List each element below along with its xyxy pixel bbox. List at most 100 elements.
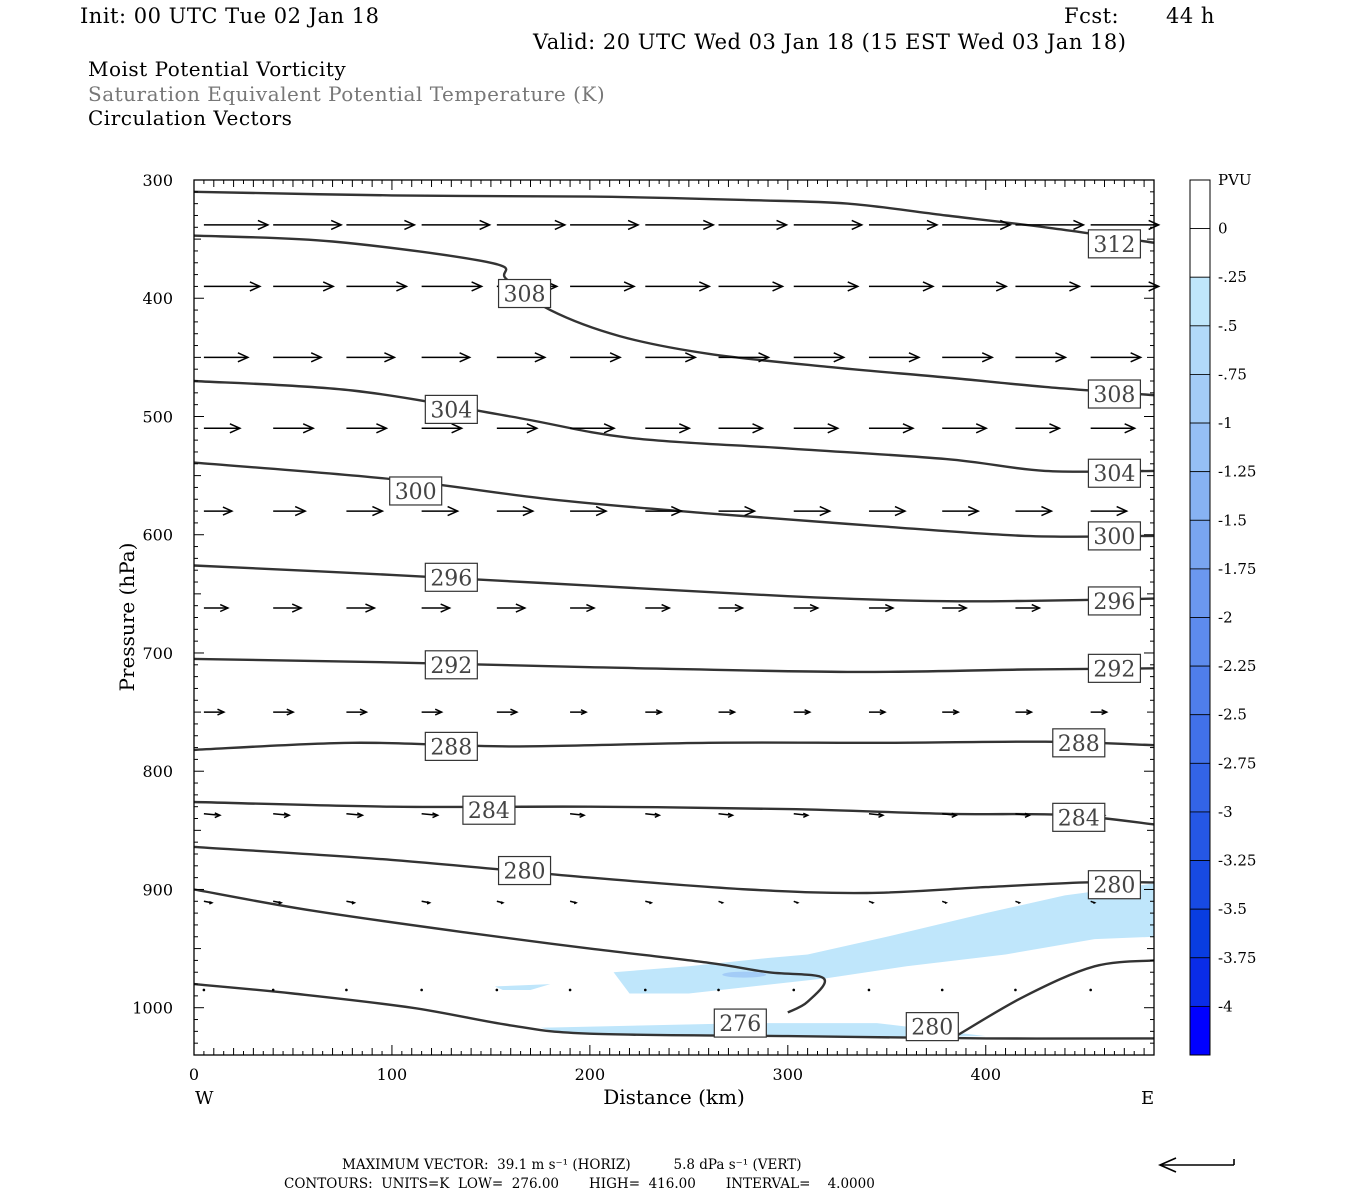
contour-label-box bbox=[1052, 728, 1106, 758]
contour-label-box bbox=[1087, 586, 1142, 616]
vector-head bbox=[447, 505, 460, 517]
vector-head bbox=[809, 603, 820, 613]
circulation-vector bbox=[570, 219, 640, 231]
circulation-vector bbox=[346, 708, 369, 716]
colorbar-swatch bbox=[1189, 228, 1211, 278]
vector-head bbox=[1116, 505, 1129, 517]
vector-head bbox=[995, 281, 1009, 292]
circulation-vector bbox=[793, 423, 840, 434]
colorbar-swatch bbox=[1189, 179, 1211, 230]
field-title-vectors: Circulation Vectors bbox=[88, 106, 293, 130]
circulation-vector bbox=[570, 603, 596, 613]
forecast-hour: 44 h bbox=[1166, 4, 1215, 28]
circulation-vector bbox=[867, 988, 871, 992]
x-tick-label: 400 bbox=[970, 1065, 1001, 1084]
vector-head bbox=[684, 352, 698, 363]
circulation-vector bbox=[273, 281, 336, 292]
circulation-vector bbox=[1014, 988, 1017, 992]
circulation-vector bbox=[645, 709, 664, 716]
theta-contour-292 bbox=[193, 657, 1155, 674]
circulation-vector bbox=[421, 812, 440, 819]
circulation-vector bbox=[346, 281, 409, 292]
vector-head bbox=[351, 900, 357, 905]
vector-head bbox=[515, 603, 527, 613]
theta-contour-276 bbox=[193, 888, 827, 1014]
vector-head bbox=[586, 603, 596, 613]
vector-head bbox=[609, 352, 622, 363]
vector-head bbox=[217, 708, 226, 716]
vector-head bbox=[595, 505, 608, 517]
circulation-vector bbox=[273, 505, 308, 517]
circulation-vector bbox=[942, 709, 961, 716]
vector-head bbox=[522, 505, 535, 517]
vector-head bbox=[283, 812, 292, 819]
theta-contour-308 bbox=[193, 234, 1155, 397]
circulation-vector bbox=[421, 281, 484, 292]
x-axis-title: Distance (km) bbox=[603, 1085, 745, 1109]
vector-head bbox=[471, 281, 484, 292]
vector-head bbox=[359, 708, 369, 716]
vector-head bbox=[257, 219, 270, 231]
circulation-vector bbox=[421, 423, 464, 434]
x-tick-label: 300 bbox=[773, 1065, 804, 1084]
circulation-vector bbox=[1015, 505, 1054, 517]
pv-shading-layer bbox=[494, 883, 1154, 1038]
contour-labels: 312 308 308 304 304 300 300 296 296 292 292 288 288 2… bbox=[389, 229, 1142, 1042]
vector-head bbox=[894, 505, 907, 517]
vector-head bbox=[372, 505, 385, 517]
contour-label: 280 bbox=[1093, 874, 1135, 899]
vector-head bbox=[434, 708, 444, 716]
vector-head bbox=[661, 603, 672, 613]
vector-head bbox=[579, 812, 586, 818]
circulation-vector bbox=[496, 708, 519, 716]
contour-label: 288 bbox=[1058, 732, 1100, 757]
circulation-vector bbox=[793, 505, 832, 517]
contour-label: 308 bbox=[504, 283, 546, 308]
contour-label-box bbox=[1087, 229, 1142, 259]
colorbar-swatch bbox=[1189, 471, 1211, 521]
circulation-vector bbox=[868, 505, 907, 517]
y-tick-label: 500 bbox=[142, 407, 173, 426]
vector-head bbox=[286, 708, 296, 716]
theta-contour-304 bbox=[193, 379, 1155, 473]
circulation-vector bbox=[421, 219, 492, 231]
circulation-vector bbox=[273, 352, 324, 363]
contour-label: 292 bbox=[1093, 657, 1135, 682]
colorbar-label: -3.25 bbox=[1218, 852, 1256, 870]
vector-head bbox=[734, 603, 745, 613]
vector-head bbox=[627, 219, 640, 231]
x-tick-label: 0 bbox=[189, 1065, 199, 1084]
circulation-vector bbox=[570, 352, 622, 363]
circulation-vector bbox=[203, 281, 262, 292]
x-end-label-east: E bbox=[1141, 1088, 1154, 1109]
vector-head bbox=[278, 900, 284, 905]
colorbar-swatch bbox=[1189, 617, 1211, 667]
circulation-vector bbox=[346, 219, 417, 231]
contour-info-note: CONTOURS: UNITS=K LOW= 276.00 HIGH= 416.… bbox=[284, 1176, 875, 1192]
contour-label: 308 bbox=[1093, 383, 1135, 408]
circulation-vector bbox=[645, 900, 654, 905]
vector-head bbox=[981, 352, 995, 363]
circulation-vector bbox=[1015, 709, 1034, 716]
circulation-vector bbox=[868, 812, 885, 818]
circulation-vector bbox=[1015, 603, 1042, 613]
vector-head bbox=[479, 219, 492, 231]
circulation-vector bbox=[203, 352, 250, 363]
circulation-vector bbox=[942, 505, 981, 517]
contour-label: 280 bbox=[504, 860, 546, 885]
circulation-vector bbox=[718, 281, 785, 292]
vector-head bbox=[219, 603, 230, 613]
colorbar-swatch bbox=[1189, 714, 1211, 764]
y-tick-label: 300 bbox=[142, 171, 173, 190]
colorbar-label: -.25 bbox=[1218, 268, 1247, 286]
circulation-vector bbox=[645, 423, 692, 434]
colorbar-label: -.5 bbox=[1218, 317, 1237, 335]
circulation-vector bbox=[645, 352, 698, 363]
circulation-vector bbox=[346, 505, 385, 517]
vector-head bbox=[451, 423, 464, 434]
vector-head bbox=[500, 901, 505, 905]
circulation-vector bbox=[346, 812, 365, 819]
vector-head bbox=[1073, 219, 1086, 231]
circulation-vector bbox=[203, 506, 234, 516]
